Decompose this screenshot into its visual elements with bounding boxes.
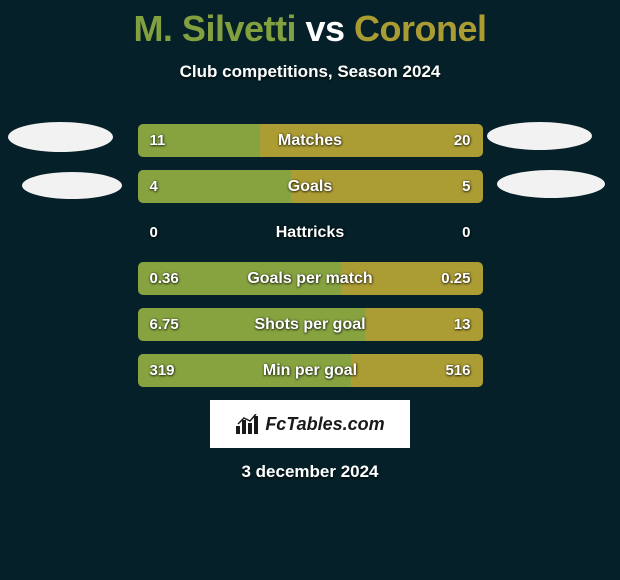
stat-label: Hattricks [138,216,483,249]
stat-row: 45Goals [138,170,483,203]
stat-value-right: 0 [462,216,470,249]
player1-name: M. Silvetti [133,8,296,49]
player2-name: Coronel [354,8,487,49]
bar-right [351,354,483,387]
stat-row: 1120Matches [138,124,483,157]
stat-row: 0.360.25Goals per match [138,262,483,295]
page-title: M. Silvetti vs Coronel [0,0,620,50]
stat-row: 0 0Hattricks [138,216,483,249]
stat-value-left: 0 [150,216,158,249]
branding-text: FcTables.com [265,414,384,435]
vs-separator: vs [305,8,344,49]
subtitle: Club competitions, Season 2024 [0,62,620,82]
comparison-chart: 1120Matches 45Goals 0 0Hattricks 0.360.25Goa… [138,124,483,387]
bar-right [260,124,483,157]
decorative-ellipse [487,122,592,150]
date-text: 3 december 2024 [0,462,620,482]
bar-right [365,308,483,341]
stat-row: 6.7513Shots per goal [138,308,483,341]
bar-left [138,354,351,387]
branding-badge: FcTables.com [210,400,410,448]
bar-right [341,262,482,295]
stat-row: 319516Min per goal [138,354,483,387]
bar-right [291,170,483,203]
bar-left [138,262,342,295]
decorative-ellipse [8,122,113,152]
decorative-ellipse [497,170,605,198]
bar-left [138,170,291,203]
bar-left [138,308,365,341]
bar-left [138,124,260,157]
decorative-ellipse [22,172,122,199]
chart-icon [235,414,259,434]
